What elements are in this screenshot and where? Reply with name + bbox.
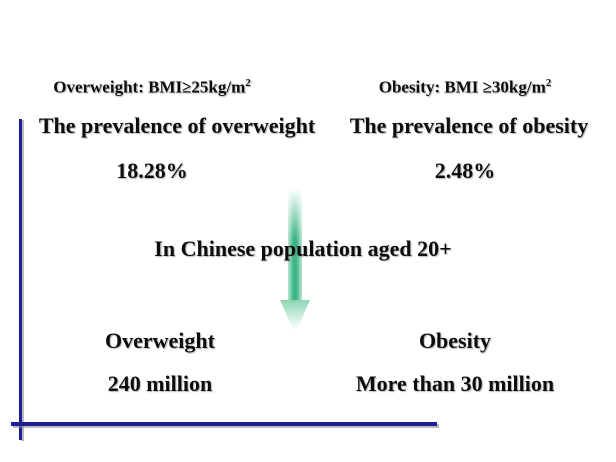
obesity-criteria: Obesity: BMI ≥30kg/m2	[340, 77, 590, 97]
obesity-population-value: More than 30 million	[355, 371, 555, 396]
overweight-criteria-text: Overweight: BMI≥25kg/m	[53, 77, 246, 97]
overweight-population-value: 240 million	[107, 371, 213, 396]
obesity-prevalence-label: The prevalence of obesity	[349, 113, 589, 138]
obesity-prevalence-value: 2.48%	[434, 158, 496, 183]
down-arrow-icon	[288, 188, 302, 302]
obesity-criteria-superscript: 2	[545, 77, 552, 89]
vertical-axis-line	[19, 119, 22, 440]
obesity-population-label: Obesity	[418, 328, 492, 353]
horizontal-axis-line	[11, 422, 437, 426]
overweight-prevalence-value: 18.28%	[116, 158, 188, 183]
overweight-population-label: Overweight	[105, 328, 215, 353]
obesity-criteria-text: Obesity: BMI ≥30kg/m	[378, 77, 546, 97]
overweight-prevalence-label: The prevalence of overweight	[38, 113, 316, 138]
population-context: In Chinese population aged 20+	[154, 236, 452, 261]
overweight-criteria-superscript: 2	[245, 77, 251, 89]
overweight-criteria: Overweight: BMI≥25kg/m2	[28, 77, 276, 97]
